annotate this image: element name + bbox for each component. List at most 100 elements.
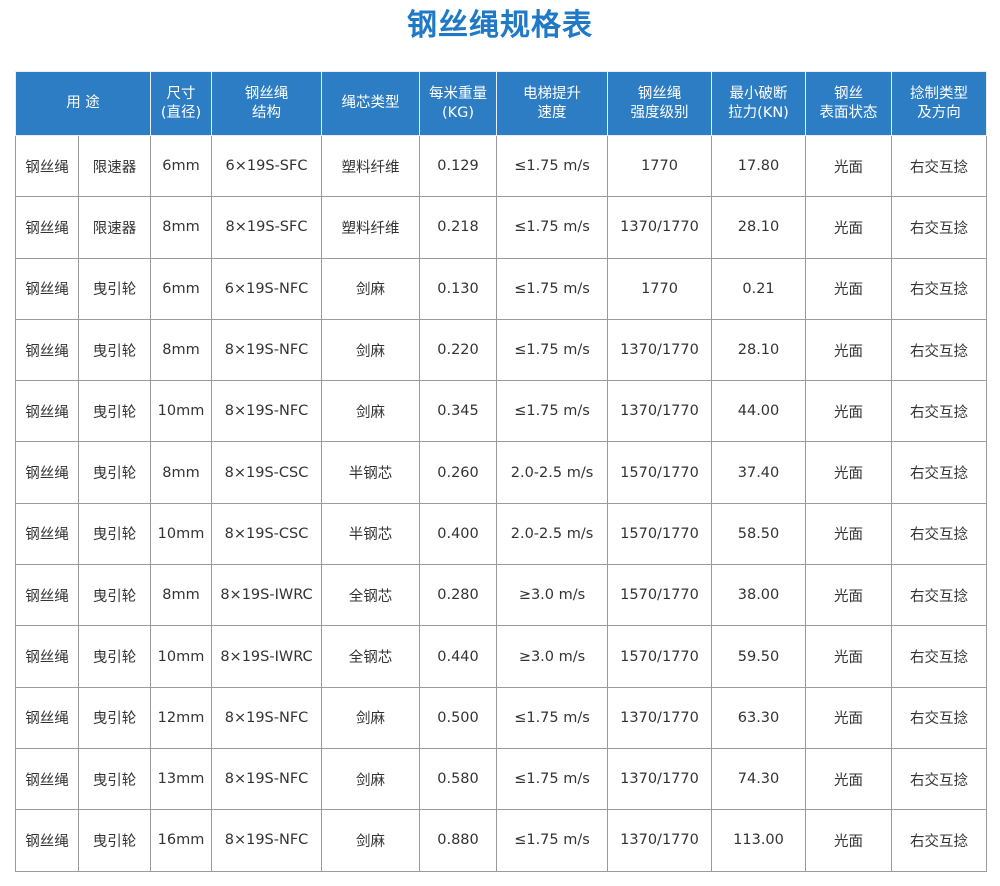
cell-diameter: 6mm: [150, 134, 213, 198]
cell-lift-speed: 2.0-2.5 m/s: [496, 441, 609, 504]
header-size: 尺寸 (直径): [150, 71, 213, 136]
cell-weight-per-meter: 0.580: [419, 747, 498, 811]
cell-surface-state: 光面: [805, 686, 893, 749]
cell-diameter: 10mm: [150, 625, 213, 688]
cell-core-type: 剑麻: [321, 747, 421, 811]
cell-structure: 8×19S-CSC: [211, 441, 323, 504]
cell-twist-type: 右交互捻: [891, 380, 988, 443]
cell-weight-per-meter: 0.500: [419, 686, 498, 749]
cell-rope-type: 钢丝绳: [15, 809, 79, 872]
header-twist-line: 捻制类型: [910, 85, 969, 102]
cell-structure: 6×19S-SFC: [211, 134, 323, 198]
cell-lift-speed: 2.0-2.5 m/s: [496, 502, 609, 566]
cell-core-type: 全钢芯: [321, 625, 421, 688]
page-title: 钢丝绳规格表: [407, 8, 593, 43]
cell-purpose: 曳引轮: [77, 318, 152, 382]
cell-strength-grade: 1570/1770: [607, 441, 713, 504]
cell-strength-grade: 1370/1770: [607, 747, 713, 811]
cell-diameter: 12mm: [150, 686, 213, 749]
spec-table: 用 途 尺寸 (直径) 钢丝绳 结构 绳芯类型 每米重量 (KG) 电梯提升 速…: [14, 71, 988, 872]
cell-diameter: 6mm: [150, 257, 213, 320]
cell-core-type: 剑麻: [321, 686, 421, 749]
cell-lift-speed: ≤1.75 m/s: [496, 134, 609, 198]
cell-rope-type: 钢丝绳: [15, 564, 79, 627]
header-core: 绳芯类型: [321, 71, 421, 136]
cell-core-type: 半钢芯: [321, 502, 421, 566]
cell-structure: 6×19S-NFC: [211, 257, 323, 320]
cell-surface-state: 光面: [805, 564, 893, 627]
header-structure-line: 钢丝绳: [244, 85, 289, 102]
cell-rope-type: 钢丝绳: [15, 196, 79, 259]
cell-strength-grade: 1370/1770: [607, 318, 713, 382]
cell-diameter: 8mm: [150, 318, 213, 382]
cell-twist-type: 右交互捻: [891, 686, 988, 749]
header-force-line: 拉力(KN): [728, 104, 789, 121]
cell-twist-type: 右交互捻: [891, 625, 988, 688]
cell-weight-per-meter: 0.260: [419, 441, 498, 504]
cell-min-breaking-force: 59.50: [711, 625, 807, 688]
table-row: 钢丝绳 曳引轮 8mm 8×19S-CSC 半钢芯 0.260 2.0-2.5 m/s 157…: [15, 441, 988, 504]
cell-diameter: 8mm: [150, 441, 213, 504]
cell-surface-state: 光面: [805, 809, 893, 872]
cell-weight-per-meter: 0.218: [419, 196, 498, 259]
cell-min-breaking-force: 28.10: [711, 196, 807, 259]
cell-min-breaking-force: 74.30: [711, 747, 807, 811]
cell-strength-grade: 1570/1770: [607, 625, 713, 688]
cell-surface-state: 光面: [805, 441, 893, 504]
table-row: 钢丝绳 曳引轮 6mm 6×19S-NFC 剑麻 0.130 ≤1.75 m/s 1770 0.…: [15, 257, 988, 320]
cell-strength-grade: 1370/1770: [607, 809, 713, 872]
header-speed-line: 电梯提升: [523, 85, 582, 102]
cell-min-breaking-force: 17.80: [711, 134, 807, 198]
cell-core-type: 剑麻: [321, 318, 421, 382]
header-purpose: 用 途: [14, 71, 152, 136]
cell-min-breaking-force: 38.00: [711, 564, 807, 627]
table-row: 钢丝绳 曳引轮 10mm 8×19S-IWRC 全钢芯 0.440 ≥3.0 m/s 1570…: [15, 625, 988, 688]
cell-min-breaking-force: 63.30: [711, 686, 807, 749]
cell-rope-type: 钢丝绳: [15, 380, 79, 443]
table-row: 钢丝绳 曳引轮 8mm 8×19S-IWRC 全钢芯 0.280 ≥3.0 m/s 1570/…: [15, 564, 988, 627]
cell-diameter: 10mm: [150, 502, 213, 566]
cell-structure: 8×19S-NFC: [211, 318, 323, 382]
header-structure: 钢丝绳 结构: [211, 71, 323, 136]
cell-surface-state: 光面: [805, 380, 893, 443]
table-row: 钢丝绳 限速器 8mm 8×19S-SFC 塑料纤维 0.218 ≤1.75 m/s 1370…: [15, 196, 988, 259]
cell-purpose: 曳引轮: [77, 625, 152, 688]
cell-min-breaking-force: 0.21: [711, 257, 807, 320]
cell-core-type: 半钢芯: [321, 441, 421, 504]
cell-weight-per-meter: 0.220: [419, 318, 498, 382]
cell-twist-type: 右交互捻: [891, 441, 988, 504]
cell-lift-speed: ≤1.75 m/s: [496, 747, 609, 811]
cell-strength-grade: 1370/1770: [607, 380, 713, 443]
header-speed: 电梯提升 速度: [496, 71, 609, 136]
header-twist-line: 及方向: [917, 104, 961, 121]
cell-min-breaking-force: 37.40: [711, 441, 807, 504]
cell-rope-type: 钢丝绳: [15, 441, 79, 504]
table-header-row: 用 途 尺寸 (直径) 钢丝绳 结构 绳芯类型 每米重量 (KG) 电梯提升 速…: [14, 71, 988, 136]
header-size-line: (直径): [160, 104, 202, 121]
cell-purpose: 限速器: [77, 134, 152, 198]
cell-lift-speed: ≥3.0 m/s: [496, 564, 609, 627]
cell-core-type: 剑麻: [321, 257, 421, 320]
cell-purpose: 曳引轮: [77, 809, 152, 872]
cell-diameter: 13mm: [150, 747, 213, 811]
cell-weight-per-meter: 0.345: [419, 380, 498, 443]
cell-structure: 8×19S-NFC: [211, 747, 323, 811]
header-surface: 钢丝 表面状态: [805, 71, 893, 136]
cell-surface-state: 光面: [805, 134, 893, 198]
header-size-line: 尺寸: [166, 85, 196, 102]
cell-structure: 8×19S-CSC: [211, 502, 323, 566]
cell-twist-type: 右交互捻: [891, 809, 988, 872]
header-force: 最小破断 拉力(KN): [711, 71, 807, 136]
header-weight: 每米重量 (KG): [419, 71, 498, 136]
cell-weight-per-meter: 0.280: [419, 564, 498, 627]
cell-rope-type: 钢丝绳: [15, 134, 79, 198]
cell-purpose: 曳引轮: [77, 380, 152, 443]
cell-twist-type: 右交互捻: [891, 257, 988, 320]
cell-twist-type: 右交互捻: [891, 318, 988, 382]
cell-surface-state: 光面: [805, 318, 893, 382]
table-row: 钢丝绳 曳引轮 12mm 8×19S-NFC 剑麻 0.500 ≤1.75 m/s 1370/…: [15, 686, 988, 749]
cell-strength-grade: 1570/1770: [607, 502, 713, 566]
cell-structure: 8×19S-IWRC: [211, 625, 323, 688]
cell-rope-type: 钢丝绳: [15, 257, 79, 320]
cell-strength-grade: 1570/1770: [607, 564, 713, 627]
